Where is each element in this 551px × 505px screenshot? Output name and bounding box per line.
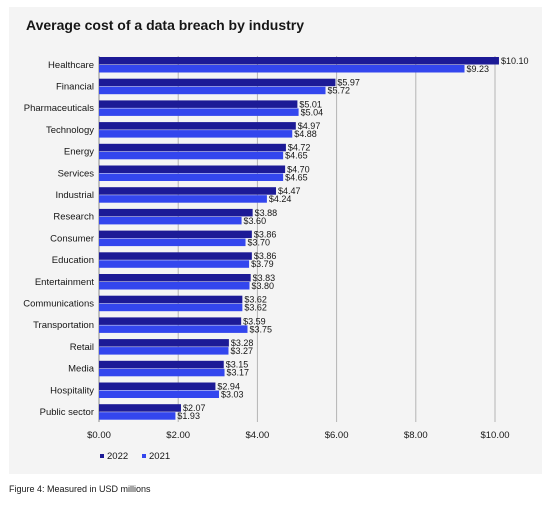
category-label: Services — [58, 168, 95, 179]
bar-2021 — [99, 86, 326, 95]
data-label-2022: $5.97 — [337, 78, 360, 88]
category-label: Media — [68, 364, 95, 375]
x-tick-label: $6.00 — [325, 430, 349, 441]
legend-swatch-2022 — [100, 454, 104, 458]
data-label-2021: $3.79 — [251, 259, 274, 269]
data-label-2021: $3.17 — [227, 368, 250, 378]
data-label-2022: $4.70 — [287, 164, 310, 174]
bar-2021 — [99, 260, 250, 268]
category-label: Retail — [70, 342, 94, 353]
legend-label-2022: 2022 — [107, 451, 128, 462]
bar-2021 — [99, 65, 465, 73]
category-label: Hospitality — [50, 385, 94, 396]
x-tick-label: $0.00 — [87, 430, 111, 441]
bar-2021 — [99, 238, 246, 247]
bar-2021 — [99, 412, 176, 420]
data-label-2022: $5.01 — [299, 99, 322, 109]
bar-2021 — [99, 173, 284, 181]
category-label: Public sector — [40, 407, 94, 418]
data-label-2021: $3.62 — [244, 303, 267, 313]
data-label-2021: $4.24 — [269, 194, 292, 204]
bar-2022 — [99, 339, 229, 347]
bar-2022 — [99, 230, 252, 239]
data-label-2021: $5.04 — [301, 107, 324, 117]
bar-2021 — [99, 347, 229, 355]
data-label-2022: $3.86 — [254, 230, 277, 240]
bar-2022 — [99, 187, 277, 195]
bar-2021 — [99, 151, 284, 160]
x-tick-label: $4.00 — [246, 430, 270, 441]
data-label-2022: $3.59 — [243, 316, 266, 326]
chart-title: Average cost of a data breach by industr… — [26, 17, 305, 33]
bar-2021 — [99, 108, 299, 116]
data-label-2021: $4.65 — [285, 151, 308, 161]
category-label: Energy — [64, 147, 94, 158]
bar-2022 — [99, 360, 224, 369]
legend-label-2021: 2021 — [149, 451, 170, 462]
bar-2022 — [99, 165, 286, 173]
bar-2021 — [99, 130, 293, 138]
bar-2022 — [99, 78, 336, 87]
data-label-2022: $3.88 — [255, 208, 278, 218]
data-label-2021: $3.60 — [244, 216, 267, 226]
category-label: Education — [52, 255, 94, 266]
bar-2021 — [99, 390, 219, 398]
category-label: Industrial — [55, 190, 94, 201]
x-tick-label: $8.00 — [404, 430, 428, 441]
x-tick-label: $10.00 — [480, 430, 509, 441]
data-label-2021: $3.75 — [250, 324, 273, 334]
data-label-2022: $3.86 — [254, 251, 277, 261]
data-label-2021: $9.23 — [467, 64, 490, 74]
figure-caption: Figure 4: Measured in USD millions — [9, 484, 151, 494]
bar-2022 — [99, 100, 298, 108]
data-label-2021: $4.65 — [285, 172, 308, 182]
data-label-2021: $5.72 — [328, 86, 351, 96]
data-label-2022: $4.97 — [298, 121, 321, 131]
data-label-2022: $3.28 — [231, 338, 254, 348]
bar-2022 — [99, 252, 252, 260]
data-label-2021: $1.93 — [177, 411, 200, 421]
bar-2022 — [99, 143, 286, 152]
bar-2021 — [99, 282, 250, 290]
bar-2022 — [99, 317, 242, 325]
category-label: Pharmaceuticals — [24, 103, 94, 114]
bar-2022 — [99, 208, 253, 217]
data-label-2021: $3.80 — [251, 281, 274, 291]
category-label: Healthcare — [48, 60, 94, 71]
data-label-2022: $2.07 — [183, 403, 206, 413]
bar-2021 — [99, 325, 248, 333]
data-label-2021: $3.27 — [230, 346, 253, 356]
category-label: Financial — [56, 82, 94, 93]
data-label-2022: $2.94 — [217, 381, 240, 391]
category-label: Entertainment — [35, 277, 95, 288]
bar-2022 — [99, 122, 296, 130]
bar-2022 — [99, 57, 499, 65]
x-tick-label: $2.00 — [166, 430, 190, 441]
category-label: Transportation — [33, 320, 94, 331]
bar-2022 — [99, 295, 243, 304]
category-label: Research — [53, 212, 94, 223]
data-label-2022: $3.15 — [226, 360, 249, 370]
data-label-2022: $4.72 — [288, 143, 311, 153]
data-label-2021: $4.88 — [294, 129, 317, 139]
data-label-2022: $10.10 — [501, 56, 529, 66]
bar-2021 — [99, 195, 267, 203]
data-label-2021: $3.70 — [248, 238, 271, 248]
data-label-2021: $3.03 — [221, 389, 244, 399]
category-label: Technology — [46, 125, 94, 136]
category-label: Consumer — [50, 233, 94, 244]
legend-swatch-2021 — [142, 454, 146, 458]
bar-2021 — [99, 303, 243, 312]
bar-2021 — [99, 368, 225, 377]
bar-2022 — [99, 274, 251, 282]
bar-2022 — [99, 404, 181, 412]
bar-2022 — [99, 382, 216, 390]
bar-2021 — [99, 216, 242, 225]
data-label-2022: $3.62 — [244, 295, 267, 305]
category-label: Communications — [23, 299, 94, 310]
data-label-2022: $4.47 — [278, 186, 301, 196]
data-label-2022: $3.83 — [253, 273, 276, 283]
